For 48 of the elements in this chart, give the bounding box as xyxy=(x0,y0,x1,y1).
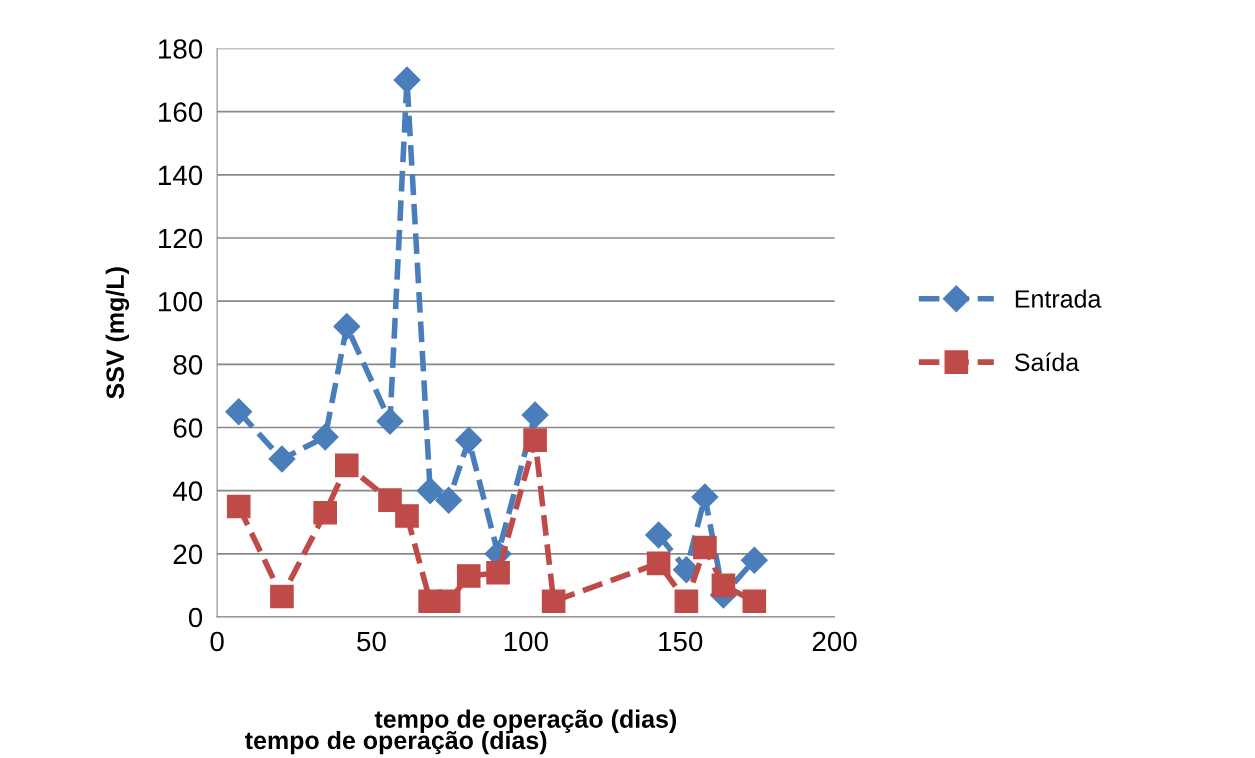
x-tick-label: 150 xyxy=(659,631,703,652)
x-tick-label: 100 xyxy=(504,631,548,652)
x-tick-label: 200 xyxy=(812,631,857,652)
point xyxy=(435,486,463,514)
point xyxy=(521,401,549,429)
point xyxy=(376,407,404,435)
point xyxy=(378,488,402,512)
y-tick-label: 0 xyxy=(188,607,203,628)
text: tempo de operação (dias) xyxy=(245,730,547,755)
point xyxy=(523,428,547,452)
point xyxy=(645,521,673,549)
point xyxy=(711,573,736,598)
point xyxy=(270,584,294,609)
y-tick-label: 100 xyxy=(159,291,203,312)
point xyxy=(455,426,483,454)
y-tick-label: 40 xyxy=(172,481,203,502)
point xyxy=(334,453,359,478)
y-tick-label: 160 xyxy=(159,102,203,123)
point xyxy=(646,551,671,576)
x-tick-label: 0 xyxy=(210,631,224,652)
point xyxy=(740,546,768,574)
point xyxy=(742,589,767,614)
point xyxy=(456,564,481,588)
y-tick-label: 120 xyxy=(159,228,203,249)
point xyxy=(693,535,717,560)
x-tick-label: 50 xyxy=(357,631,386,652)
point xyxy=(268,445,296,473)
point xyxy=(225,398,253,426)
y-tick-label: 20 xyxy=(173,544,203,565)
legend-label: Saída xyxy=(1014,352,1080,372)
point xyxy=(416,477,444,505)
y-axis-title: SSV (mg/L) xyxy=(105,267,130,399)
point xyxy=(541,589,566,614)
point xyxy=(226,494,251,519)
point xyxy=(691,483,719,511)
point xyxy=(333,312,361,340)
point xyxy=(436,589,461,614)
y-tick-label: 180 xyxy=(159,39,203,59)
point xyxy=(395,504,419,528)
point xyxy=(313,500,337,525)
y-tick-label: 140 xyxy=(159,165,203,186)
point xyxy=(674,589,699,614)
point xyxy=(393,66,421,94)
point xyxy=(486,560,510,585)
y-tick-label: 60 xyxy=(173,418,203,438)
y-tick-label: 80 xyxy=(173,355,203,375)
point xyxy=(311,423,339,451)
legend-label: Entrada xyxy=(1015,289,1102,308)
